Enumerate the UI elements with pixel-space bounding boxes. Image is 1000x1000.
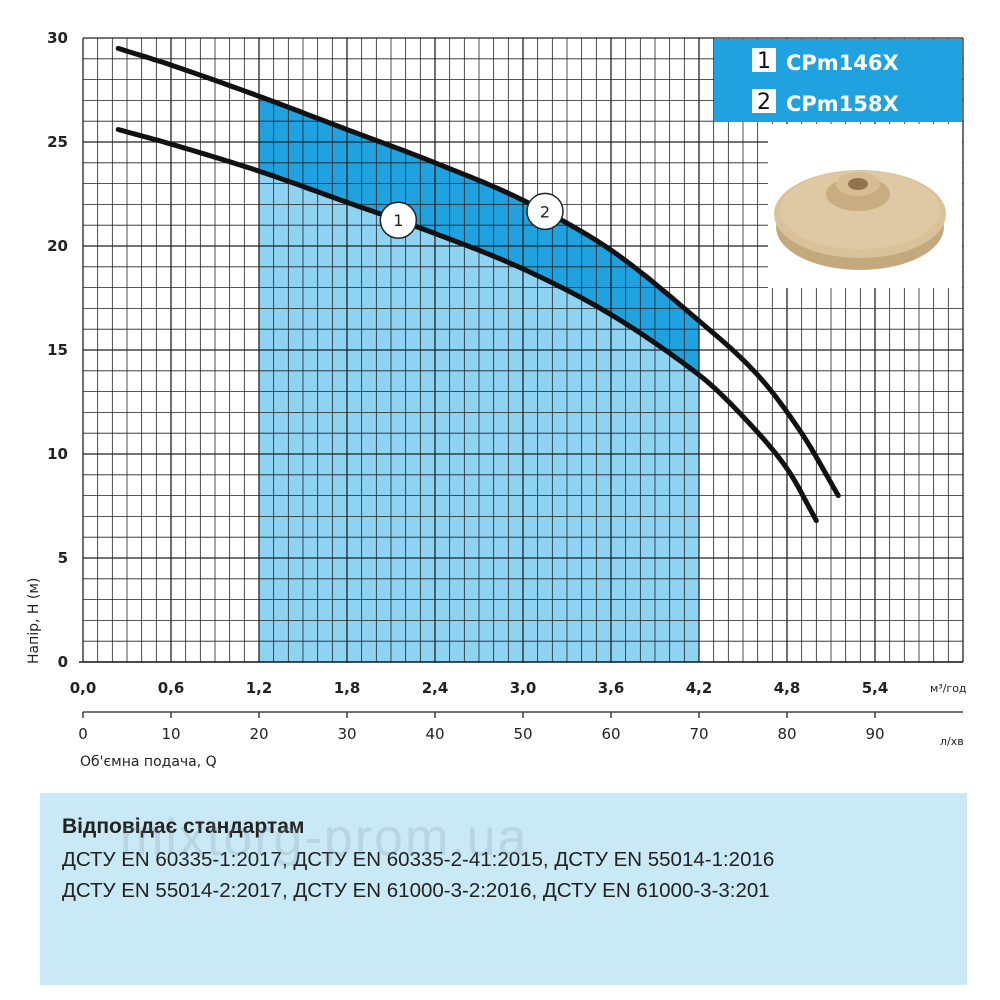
curve-marker-1 <box>379 201 418 239</box>
x-tick-label: 0,0 <box>70 679 97 697</box>
x-tick-label: 1,8 <box>334 679 361 697</box>
y-tick-label: 5 <box>58 549 68 567</box>
x-tick-label: 4,2 <box>686 679 713 697</box>
legend-label-2: CPm158X <box>786 92 899 116</box>
curve-marker-2 <box>526 192 564 231</box>
x-unit-lmin: л/хв <box>940 735 964 748</box>
x-tick-label: 3,0 <box>510 679 537 697</box>
standards-box: Відповідає стандартам ДСТУ EN 60335-1:20… <box>40 793 967 985</box>
curve-marker-label-1: 1 <box>393 211 403 230</box>
curve-CPm158X <box>115 45 841 499</box>
x2-tick-label: 30 <box>337 725 356 743</box>
x2-tick-label: 80 <box>777 725 796 743</box>
legend-number-box-2 <box>752 89 776 113</box>
x2-tick-label: 20 <box>249 725 268 743</box>
y-tick-label: 25 <box>47 133 68 151</box>
x-tick-label: 4,8 <box>774 679 801 697</box>
x-tick-label: 0,6 <box>158 679 185 697</box>
legend-number-1: 1 <box>757 49 771 74</box>
standards-line-1: ДСТУ EN 60335-1:2017, ДСТУ EN 60335-2-41… <box>62 848 775 871</box>
x-unit-m3h: м³/год <box>930 682 967 695</box>
x2-tick-label: 90 <box>865 725 884 743</box>
legend-label-1: CPm146X <box>786 51 899 75</box>
x2-tick-label: 40 <box>425 725 444 743</box>
standards-title: Відповідає стандартам <box>62 815 305 838</box>
x2-tick-label: 50 <box>513 725 532 743</box>
y-tick-label: 10 <box>47 445 68 463</box>
curve-CPm146X <box>115 127 819 524</box>
y-tick-label: 20 <box>47 237 68 255</box>
x-tick-label: 5,4 <box>862 679 889 697</box>
legend: 1 CPm146X 2 CPm158X <box>714 39 962 122</box>
impeller-photo <box>768 124 962 288</box>
legend-number-box-1 <box>752 48 776 72</box>
x-tick-label: 3,6 <box>598 679 625 697</box>
standards-line-2: ДСТУ EN 55014-2:2017, ДСТУ EN 61000-3-2:… <box>62 879 770 902</box>
y-tick-label: 30 <box>47 29 68 47</box>
curve-marker-label-2: 2 <box>540 202 550 221</box>
legend-number-2: 2 <box>757 90 771 115</box>
x2-tick-label: 0 <box>78 725 88 743</box>
watermark: mixtorg-prom.ua <box>120 809 529 867</box>
x2-tick-label: 70 <box>689 725 708 743</box>
x-axis-label: Об'ємна подача, Q <box>80 754 217 770</box>
x2-tick-label: 10 <box>161 725 180 743</box>
x2-tick-label: 60 <box>601 725 620 743</box>
x-tick-label: 1,2 <box>246 679 273 697</box>
y-tick-label: 0 <box>58 653 68 671</box>
x-tick-label: 2,4 <box>422 679 449 697</box>
y-tick-label: 15 <box>47 341 68 359</box>
y-axis-label: Напір, H (м) <box>26 578 42 664</box>
